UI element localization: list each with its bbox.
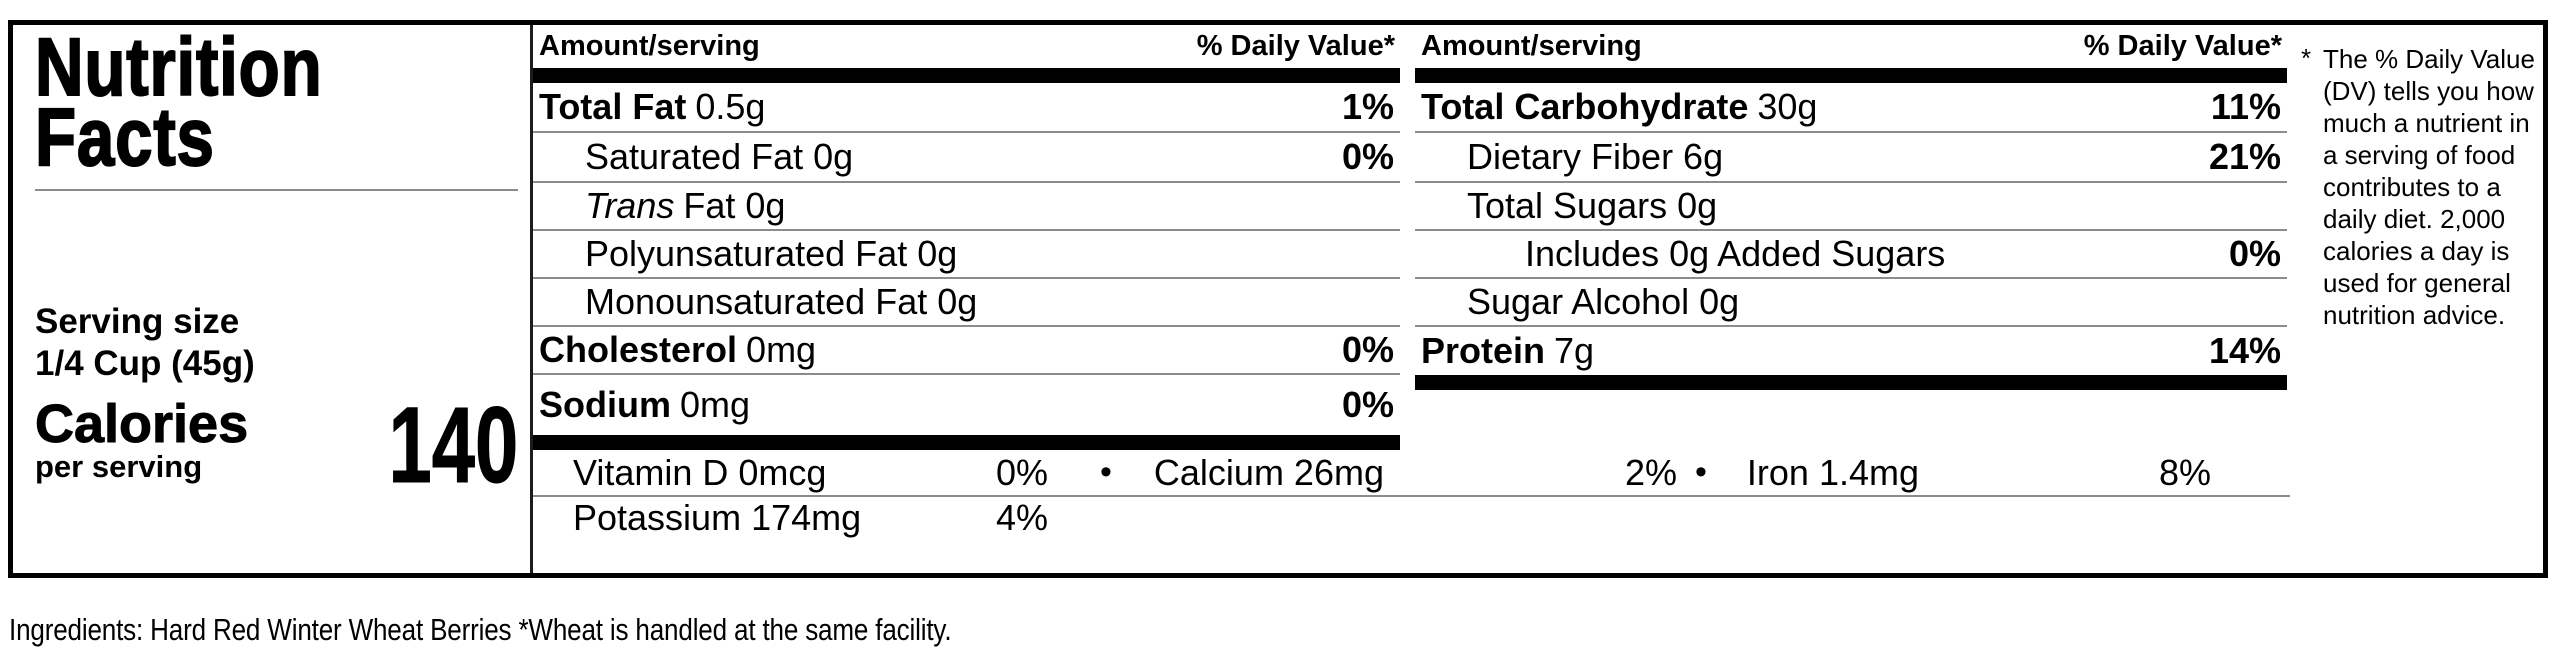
serving-size-block: Serving size 1/4 Cup (45g) — [35, 301, 518, 385]
title-line-2: Facts — [34, 92, 215, 183]
potassium-name: Potassium 174mg — [573, 496, 862, 538]
iron-dv: 8% — [2159, 451, 2212, 493]
nutrient-name: Sugar Alcohol 0g — [1467, 281, 1740, 322]
daily-value-label: % Daily Value* — [2083, 30, 2282, 62]
calories-labels: Calories per serving — [34, 394, 249, 485]
header-bar — [533, 68, 1400, 83]
nutrient-name: Polyunsaturated Fat 0g — [585, 233, 958, 274]
amount-serving-label: Amount/serving — [539, 30, 760, 62]
micronutrient-row-potassium: Potassium 174mg 4% — [533, 495, 1400, 540]
nutrient-row-cholesterol: Cholesterol 0mg 0% — [533, 327, 1400, 375]
nutrient-row-sugar-alcohol: Sugar Alcohol 0g — [1415, 279, 2287, 327]
daily-value-label: % Daily Value* — [1196, 30, 1395, 62]
calories-value: 140 — [388, 384, 518, 505]
header-bar — [1415, 68, 2287, 83]
nutrient-row-saturated-fat: Saturated Fat 0g 0% — [533, 133, 1400, 183]
footnote-line: much a nutrient in — [2323, 108, 2530, 138]
micronutrient-row-iron: 2% • Iron 1.4mg 8% — [1415, 450, 2287, 495]
nutrient-column-2: Amount/serving % Daily Value* Total Carb… — [1415, 25, 2287, 573]
footnote-asterisk: * — [2301, 43, 2312, 73]
nutrition-facts-label: Nutrition Facts Serving size 1/4 Cup (45… — [8, 20, 2548, 578]
nutrient-dv: 0% — [1341, 384, 1394, 425]
nutrient-name: Trans Fat 0g — [585, 185, 786, 226]
footnote-line: (DV) tells you how — [2323, 76, 2534, 106]
title-divider — [35, 189, 518, 191]
nutrient-row-total-fat: Total Fat 0.5g 1% — [533, 83, 1400, 133]
calcium-name: Calcium 26mg — [1153, 451, 1384, 493]
column-header: Amount/serving % Daily Value* — [533, 25, 1400, 68]
title-line-1: Nutrition — [34, 22, 323, 113]
section-bar — [533, 435, 1400, 450]
nutrient-dv: 11% — [2210, 86, 2281, 127]
nutrient-name: Monounsaturated Fat 0g — [585, 281, 978, 322]
nutrient-dv: 1% — [1341, 86, 1394, 127]
bullet-separator-icon: • — [1100, 453, 1112, 491]
potassium-dv: 4% — [995, 496, 1048, 538]
micronutrient-row-vitamins: Vitamin D 0mcg 0% • Calcium 26mg — [533, 450, 1400, 495]
nutrient-dv: 0% — [1341, 136, 1394, 177]
footnote-line: used for general — [2323, 268, 2511, 298]
nutrient-row-total-carbohydrate: Total Carbohydrate 30g 11% — [1415, 83, 2287, 133]
footnote-line: calories a day is — [2323, 236, 2510, 266]
iron-name: Iron 1.4mg — [1746, 451, 1919, 493]
nutrient-column-1: Amount/serving % Daily Value* Total Fat 0… — [533, 25, 1400, 573]
calories-sublabel: per serving — [35, 449, 203, 484]
nutrient-name: Includes 0g Added Sugars — [1525, 233, 1946, 274]
nutrient-row-sodium: Sodium 0mg 0% — [533, 375, 1400, 435]
vitamin-d-name: Vitamin D 0mcg — [573, 451, 827, 493]
nutrient-name: Total Fat 0.5g — [539, 86, 766, 127]
footnote-line: a serving of food — [2323, 140, 2516, 170]
nutrient-dv: 14% — [2208, 330, 2281, 371]
nutrient-row-monounsaturated-fat: Monounsaturated Fat 0g — [533, 279, 1400, 327]
footnote-line: The % Daily Value — [2323, 44, 2535, 74]
footnote-line: nutrition advice. — [2323, 300, 2506, 330]
section-bar — [1415, 375, 2287, 390]
nutrition-facts-title: Nutrition Facts — [34, 22, 431, 183]
identity-panel: Nutrition Facts Serving size 1/4 Cup (45… — [13, 25, 533, 573]
nutrient-name: Protein 7g — [1421, 330, 1595, 371]
vitamin-d-dv: 0% — [995, 451, 1048, 493]
nutrient-dv: 0% — [1341, 329, 1394, 370]
daily-value-footnote: * The % Daily Value (DV) tells you how m… — [2287, 25, 2543, 573]
nutrient-name: Cholesterol 0mg — [539, 329, 817, 370]
spacer — [1415, 390, 2287, 450]
nutrient-row-polyunsaturated-fat: Polyunsaturated Fat 0g — [533, 231, 1400, 279]
nutrient-name: Total Sugars 0g — [1467, 185, 1718, 226]
calories-block: Calories per serving 140 — [34, 384, 518, 505]
bullet-separator-icon: • — [1695, 453, 1707, 491]
nutrient-name: Dietary Fiber 6g — [1467, 136, 1724, 177]
footnote-line: contributes to a — [2323, 172, 2501, 202]
nutrient-dv: 0% — [2228, 233, 2281, 274]
calories-label: Calories — [34, 394, 249, 454]
column-header: Amount/serving % Daily Value* — [1415, 25, 2287, 68]
calcium-dv: 2% — [1624, 451, 1677, 493]
nutrient-row-total-sugars: Total Sugars 0g — [1415, 183, 2287, 231]
ingredients-statement: Ingredients: Hard Red Winter Wheat Berri… — [9, 612, 952, 647]
nutrient-row-trans-fat: Trans Fat 0g — [533, 183, 1400, 231]
nutrient-row-dietary-fiber: Dietary Fiber 6g 21% — [1415, 133, 2287, 183]
nutrient-name: Saturated Fat 0g — [585, 136, 854, 177]
serving-size-label: Serving size — [35, 302, 240, 341]
footnote-line: daily diet. 2,000 — [2323, 204, 2506, 234]
nutrient-name: Sodium 0mg — [539, 384, 751, 425]
micronutrient-divider — [533, 495, 2290, 497]
nutrient-dv: 21% — [2208, 136, 2281, 177]
nutrient-name: Total Carbohydrate 30g — [1421, 86, 1818, 127]
nutrient-row-added-sugars: Includes 0g Added Sugars 0% — [1415, 231, 2287, 279]
amount-serving-label: Amount/serving — [1421, 30, 1642, 62]
serving-size-value: 1/4 Cup (45g) — [35, 344, 255, 383]
nutrient-row-protein: Protein 7g 14% — [1415, 327, 2287, 375]
